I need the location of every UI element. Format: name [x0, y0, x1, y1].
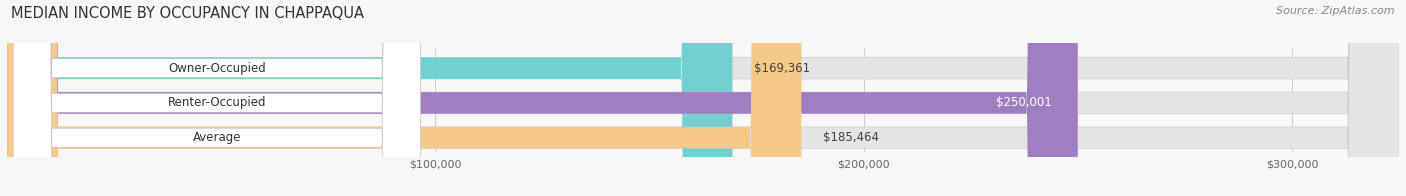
Text: $169,361: $169,361 [754, 62, 810, 75]
Text: Owner-Occupied: Owner-Occupied [167, 62, 266, 75]
Text: $250,001: $250,001 [997, 96, 1052, 109]
Text: MEDIAN INCOME BY OCCUPANCY IN CHAPPAQUA: MEDIAN INCOME BY OCCUPANCY IN CHAPPAQUA [11, 6, 364, 21]
FancyBboxPatch shape [7, 0, 1399, 196]
FancyBboxPatch shape [7, 0, 1399, 196]
FancyBboxPatch shape [7, 0, 1399, 196]
FancyBboxPatch shape [14, 0, 420, 196]
Text: Average: Average [193, 131, 242, 144]
FancyBboxPatch shape [7, 0, 733, 196]
FancyBboxPatch shape [14, 0, 420, 196]
Text: Renter-Occupied: Renter-Occupied [167, 96, 266, 109]
Text: $185,464: $185,464 [823, 131, 879, 144]
FancyBboxPatch shape [7, 0, 801, 196]
Text: Source: ZipAtlas.com: Source: ZipAtlas.com [1277, 6, 1395, 16]
FancyBboxPatch shape [14, 0, 420, 196]
FancyBboxPatch shape [7, 0, 1078, 196]
